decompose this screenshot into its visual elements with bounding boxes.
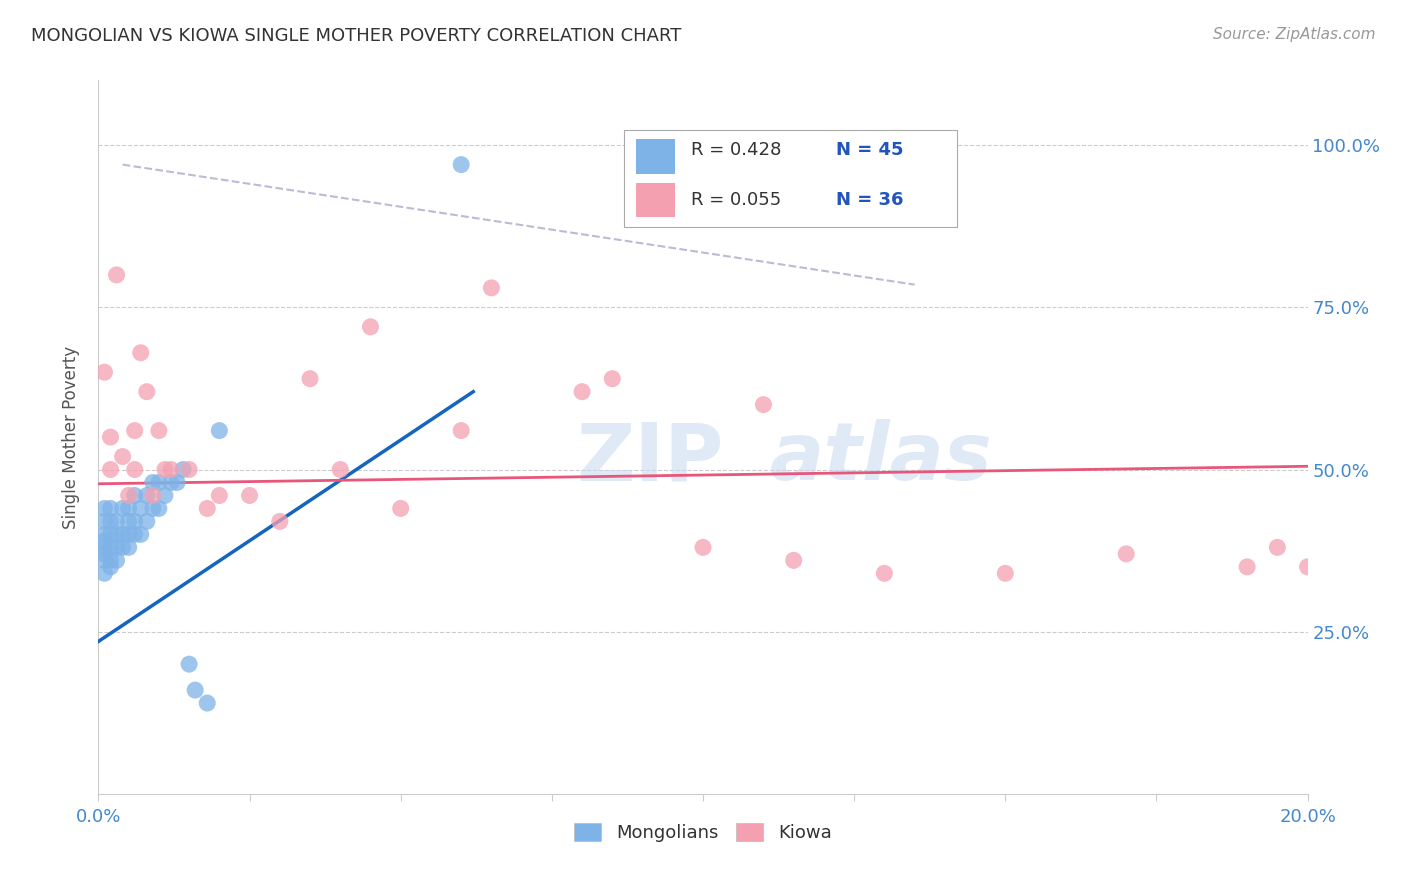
Point	[129, 527, 152, 541]
Point	[129, 345, 152, 359]
Point	[100, 527, 122, 541]
Point	[184, 683, 207, 698]
Point	[100, 541, 122, 555]
Point	[172, 462, 194, 476]
Point	[93, 527, 115, 541]
Point	[105, 527, 128, 541]
Point	[129, 501, 152, 516]
Point	[93, 547, 115, 561]
Point	[135, 515, 157, 529]
Point	[450, 158, 472, 172]
Point	[100, 559, 122, 574]
Text: Source: ZipAtlas.com: Source: ZipAtlas.com	[1212, 27, 1375, 42]
Point	[124, 527, 146, 541]
Point	[148, 424, 170, 438]
Point	[118, 501, 141, 516]
Point	[93, 541, 115, 555]
Point	[783, 553, 806, 567]
Point	[208, 488, 231, 502]
Point	[100, 462, 122, 476]
Point	[142, 501, 165, 516]
Point	[135, 488, 157, 502]
Point	[105, 553, 128, 567]
Text: R = 0.428: R = 0.428	[690, 142, 782, 160]
Point	[153, 488, 176, 502]
Point	[752, 398, 775, 412]
Point	[124, 424, 146, 438]
Point	[118, 488, 141, 502]
Point	[148, 501, 170, 516]
Point	[93, 365, 115, 379]
Text: ZIP: ZIP	[576, 419, 723, 498]
Point	[329, 462, 352, 476]
Point	[105, 515, 128, 529]
Bar	[637, 139, 675, 174]
Point	[148, 475, 170, 490]
Point	[124, 462, 146, 476]
Point	[299, 372, 322, 386]
Text: atlas: atlas	[769, 419, 993, 498]
Point	[118, 541, 141, 555]
Point	[118, 515, 141, 529]
Point	[93, 553, 115, 567]
Point	[208, 424, 231, 438]
Point	[100, 515, 122, 529]
Point	[269, 515, 291, 529]
Point	[93, 566, 115, 581]
Point	[153, 462, 176, 476]
Point	[873, 566, 896, 581]
Point	[389, 501, 412, 516]
Point	[142, 488, 165, 502]
Point	[111, 541, 134, 555]
FancyBboxPatch shape	[624, 130, 957, 227]
Point	[160, 475, 183, 490]
Point	[93, 501, 115, 516]
Point	[135, 384, 157, 399]
Point	[118, 527, 141, 541]
Point	[360, 319, 382, 334]
Point	[111, 501, 134, 516]
Point	[692, 541, 714, 555]
Point	[994, 566, 1017, 581]
Point	[239, 488, 262, 502]
Point	[195, 501, 218, 516]
Point	[93, 515, 115, 529]
Point	[124, 488, 146, 502]
Text: R = 0.055: R = 0.055	[690, 191, 782, 209]
Point	[1236, 559, 1258, 574]
Point	[481, 281, 503, 295]
Point	[179, 657, 201, 672]
Point	[105, 541, 128, 555]
Point	[450, 424, 472, 438]
Point	[195, 696, 218, 710]
Bar	[637, 183, 675, 217]
Point	[179, 462, 201, 476]
Point	[1296, 559, 1319, 574]
Point	[602, 372, 624, 386]
Point	[142, 475, 165, 490]
Text: N = 45: N = 45	[837, 142, 904, 160]
Point	[571, 384, 593, 399]
Point	[160, 462, 183, 476]
Y-axis label: Single Mother Poverty: Single Mother Poverty	[62, 345, 80, 529]
Point	[1267, 541, 1289, 555]
Point	[100, 553, 122, 567]
Point	[124, 515, 146, 529]
Point	[1115, 547, 1137, 561]
Point	[100, 501, 122, 516]
Point	[166, 475, 188, 490]
Point	[93, 533, 115, 548]
Text: N = 36: N = 36	[837, 191, 904, 209]
Text: MONGOLIAN VS KIOWA SINGLE MOTHER POVERTY CORRELATION CHART: MONGOLIAN VS KIOWA SINGLE MOTHER POVERTY…	[31, 27, 682, 45]
Point	[111, 450, 134, 464]
Point	[105, 268, 128, 282]
Point	[111, 527, 134, 541]
Point	[100, 430, 122, 444]
Legend: Mongolians, Kiowa: Mongolians, Kiowa	[567, 815, 839, 849]
